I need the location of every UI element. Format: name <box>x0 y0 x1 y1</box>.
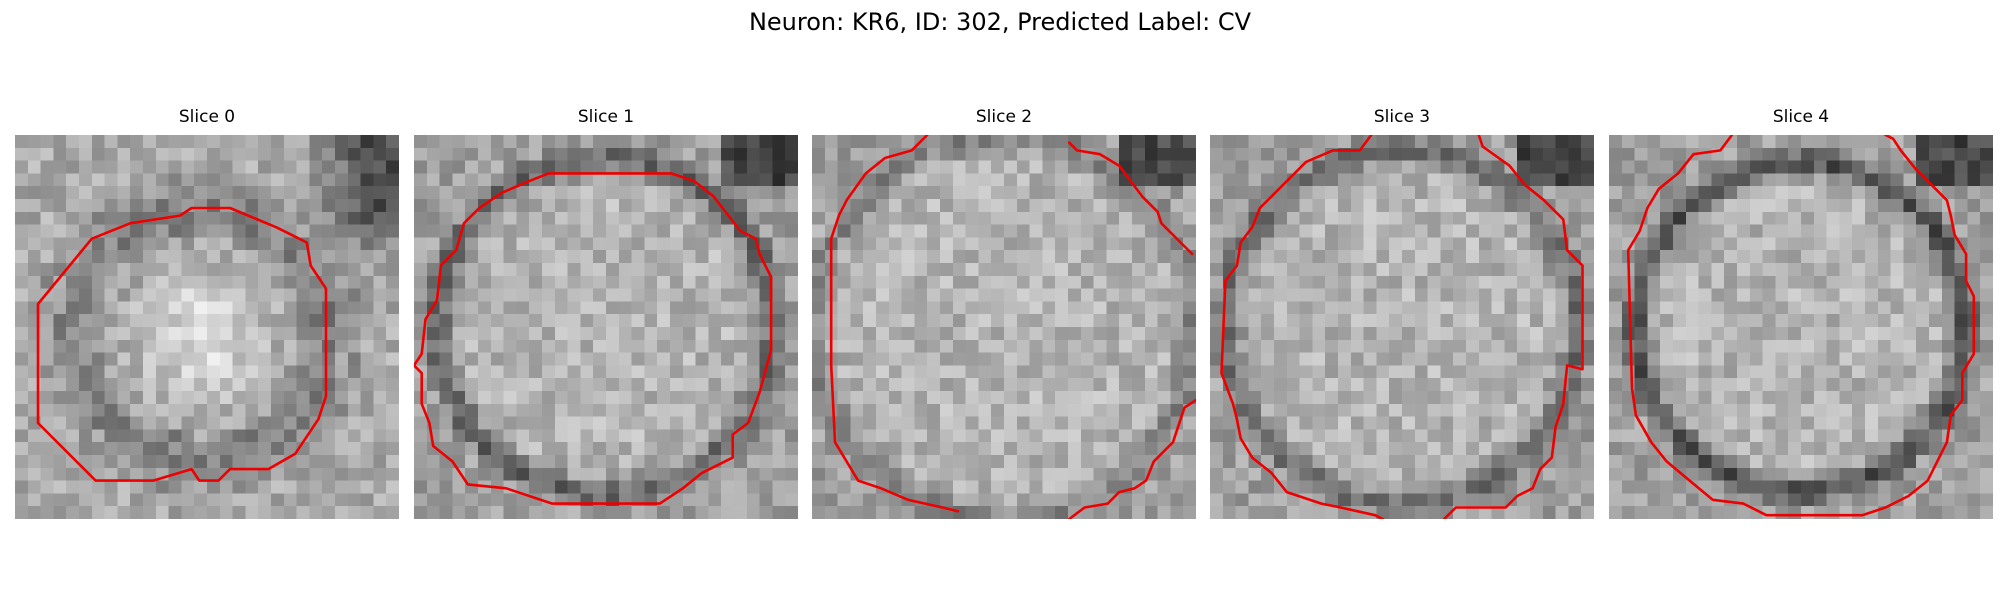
slice-panel-2: Slice 2 <box>812 105 1196 519</box>
red-contour-overlay <box>36 206 328 482</box>
contour-line <box>1442 135 1584 519</box>
red-contour-overlay <box>1626 135 1976 517</box>
red-contour-overlay <box>1220 135 1584 519</box>
slice-panel-4: Slice 4 <box>1609 105 1993 519</box>
contour-line <box>1067 141 1194 256</box>
red-contour-overlay <box>414 172 773 505</box>
grayscale-slice-image <box>1210 135 1594 519</box>
red-contour-overlay <box>829 135 1196 519</box>
slice-panel-1: Slice 1 <box>414 105 798 519</box>
contour-line <box>1067 398 1196 519</box>
grayscale-slice-image <box>1609 135 1993 519</box>
slice-title: Slice 3 <box>1373 107 1431 127</box>
slice-title: Slice 1 <box>577 107 635 127</box>
slice-title: Slice 0 <box>178 107 236 127</box>
contour-line <box>1220 135 1385 519</box>
contour-line <box>414 172 773 505</box>
contour-line <box>36 206 328 482</box>
slice-panel-3: Slice 3 <box>1210 105 1594 519</box>
contour-line <box>1626 135 1976 517</box>
slice-panel-0: Slice 0 <box>15 105 399 519</box>
grayscale-slice-image <box>812 135 1196 519</box>
figure-title: Neuron: KR6, ID: 302, Predicted Label: C… <box>748 8 1252 36</box>
slice-title: Slice 2 <box>975 107 1033 127</box>
grayscale-slice-image <box>15 135 399 519</box>
slice-title: Slice 4 <box>1772 107 1830 127</box>
contour-line <box>829 135 960 513</box>
